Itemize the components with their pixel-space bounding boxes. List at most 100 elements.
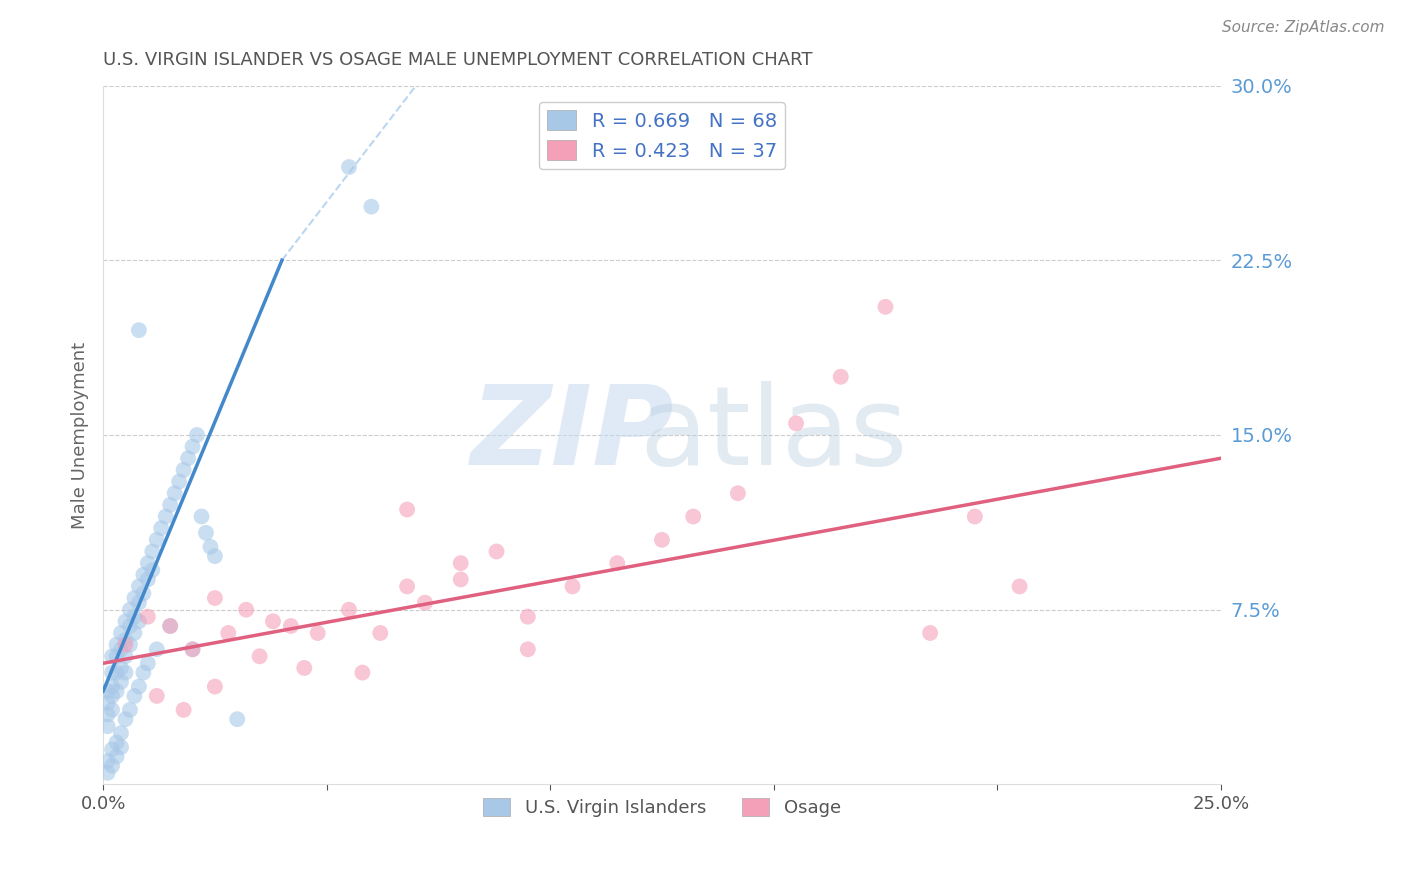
Point: [105, 749, 128, 764]
Point: [110, 726, 132, 740]
Point: [105, 649, 128, 664]
Point: [136, 609, 159, 624]
Point: [110, 661, 132, 675]
Text: ZIP: ZIP: [471, 382, 675, 489]
Point: [396, 502, 419, 516]
Point: [249, 649, 271, 664]
Point: [118, 703, 141, 717]
Point: [963, 509, 986, 524]
Point: [114, 712, 136, 726]
Point: [450, 573, 472, 587]
Point: [217, 626, 239, 640]
Point: [235, 603, 257, 617]
Point: [124, 591, 146, 605]
Point: [186, 428, 208, 442]
Point: [606, 556, 628, 570]
Point: [118, 638, 141, 652]
Point: [101, 665, 124, 680]
Point: [204, 549, 226, 563]
Point: [352, 665, 374, 680]
Point: [114, 615, 136, 629]
Point: [368, 626, 391, 640]
Point: [167, 475, 190, 489]
Point: [118, 619, 141, 633]
Point: [141, 544, 163, 558]
Point: [204, 680, 226, 694]
Point: [561, 579, 583, 593]
Point: [516, 642, 538, 657]
Point: [875, 300, 897, 314]
Point: [155, 509, 177, 524]
Point: [280, 619, 302, 633]
Point: [124, 609, 146, 624]
Point: [101, 703, 124, 717]
Point: [136, 573, 159, 587]
Point: [159, 619, 181, 633]
Point: [141, 563, 163, 577]
Point: [146, 533, 169, 547]
Point: [163, 486, 186, 500]
Point: [337, 603, 360, 617]
Point: [396, 579, 419, 593]
Point: [262, 615, 284, 629]
Point: [337, 160, 360, 174]
Point: [516, 609, 538, 624]
Point: [110, 626, 132, 640]
Point: [97, 707, 120, 722]
Point: [97, 696, 120, 710]
Point: [132, 567, 155, 582]
Point: [124, 626, 146, 640]
Point: [114, 649, 136, 664]
Point: [105, 684, 128, 698]
Point: [181, 440, 204, 454]
Point: [226, 712, 249, 726]
Point: [159, 498, 181, 512]
Point: [450, 556, 472, 570]
Point: [727, 486, 749, 500]
Point: [114, 665, 136, 680]
Point: [101, 689, 124, 703]
Point: [114, 638, 136, 652]
Point: [146, 689, 169, 703]
Point: [181, 642, 204, 657]
Point: [920, 626, 942, 640]
Point: [136, 657, 159, 671]
Text: U.S. VIRGIN ISLANDER VS OSAGE MALE UNEMPLOYMENT CORRELATION CHART: U.S. VIRGIN ISLANDER VS OSAGE MALE UNEMP…: [103, 51, 813, 69]
Point: [114, 632, 136, 647]
Text: atlas: atlas: [640, 382, 908, 489]
Point: [101, 759, 124, 773]
Point: [173, 463, 195, 477]
Point: [97, 719, 120, 733]
Point: [118, 603, 141, 617]
Point: [146, 642, 169, 657]
Point: [110, 642, 132, 657]
Point: [105, 665, 128, 680]
Point: [128, 323, 150, 337]
Point: [97, 684, 120, 698]
Text: Source: ZipAtlas.com: Source: ZipAtlas.com: [1222, 20, 1385, 35]
Point: [307, 626, 329, 640]
Point: [128, 680, 150, 694]
Point: [190, 509, 212, 524]
Point: [159, 619, 181, 633]
Point: [204, 591, 226, 605]
Point: [651, 533, 673, 547]
Point: [360, 200, 382, 214]
Point: [136, 556, 159, 570]
Point: [97, 765, 120, 780]
Legend: U.S. Virgin Islanders, Osage: U.S. Virgin Islanders, Osage: [475, 790, 848, 824]
Point: [173, 703, 195, 717]
Point: [150, 521, 173, 535]
Point: [128, 579, 150, 593]
Point: [105, 638, 128, 652]
Point: [128, 615, 150, 629]
Point: [132, 665, 155, 680]
Point: [292, 661, 315, 675]
Y-axis label: Male Unemployment: Male Unemployment: [72, 342, 89, 529]
Point: [128, 596, 150, 610]
Point: [830, 369, 852, 384]
Point: [177, 451, 200, 466]
Point: [785, 417, 807, 431]
Point: [101, 680, 124, 694]
Point: [101, 649, 124, 664]
